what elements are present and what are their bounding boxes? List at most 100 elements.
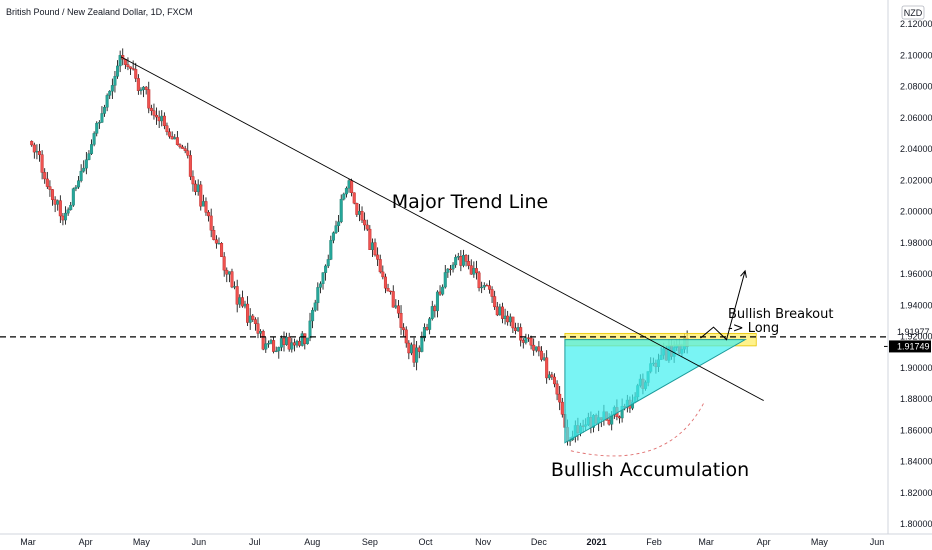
candle — [305, 337, 309, 345]
candle — [342, 192, 346, 201]
candle — [191, 170, 195, 192]
y-tick-label: 1.94000 — [900, 300, 932, 310]
candle — [415, 340, 419, 371]
candle — [506, 310, 510, 326]
candle — [357, 203, 361, 222]
candle — [529, 335, 533, 350]
candle — [376, 247, 380, 266]
candle — [337, 215, 341, 232]
candle — [92, 131, 96, 147]
candle — [331, 231, 335, 244]
candle — [45, 171, 49, 189]
x-tick-label: 2021 — [586, 537, 606, 547]
currency-badge: NZD — [901, 5, 925, 20]
candle — [64, 206, 68, 225]
candle — [344, 186, 348, 198]
y-tick-label: 1.92000 — [900, 332, 932, 342]
candle — [412, 337, 416, 368]
candle — [253, 317, 257, 331]
candle — [251, 313, 255, 323]
candle — [123, 58, 127, 70]
candle — [97, 120, 101, 129]
candle — [204, 197, 208, 216]
candle — [71, 187, 75, 207]
candle — [430, 300, 434, 321]
candle — [183, 145, 187, 154]
y-tick-label: 1.80000 — [900, 519, 932, 529]
candle — [272, 337, 276, 354]
candle — [495, 302, 499, 317]
candle — [134, 62, 138, 83]
candle — [386, 283, 390, 292]
candle — [513, 322, 517, 335]
candle — [227, 271, 231, 283]
candle — [300, 331, 304, 347]
candle — [285, 332, 289, 346]
candle — [53, 196, 57, 213]
x-tick-label: Feb — [646, 537, 662, 547]
x-tick-label: Nov — [475, 537, 492, 547]
candle — [451, 262, 455, 273]
candle — [461, 249, 465, 268]
candle — [295, 339, 299, 348]
candle — [136, 74, 140, 95]
candle — [147, 81, 151, 114]
candle — [477, 270, 481, 292]
accumulation-label: Bullish Accumulation — [551, 459, 749, 481]
y-tick-label: 2.04000 — [900, 144, 932, 154]
candle — [144, 86, 148, 95]
candle — [256, 317, 260, 339]
candle — [329, 235, 333, 261]
candle — [547, 371, 551, 381]
breakout-projection — [700, 270, 746, 341]
candle — [82, 160, 86, 173]
candle — [162, 112, 166, 130]
trend-line-label: Major Trend Line — [392, 191, 548, 213]
candle — [428, 317, 432, 335]
candle — [194, 180, 198, 196]
candle — [222, 252, 226, 277]
candle — [142, 86, 146, 98]
candle — [524, 333, 528, 345]
candle — [537, 341, 541, 357]
x-axis: Mar Apr May Jun Jul Aug Sep Oct Nov Dec 2021 Feb Mar… — [0, 533, 932, 547]
candle — [490, 286, 494, 303]
breakout-label: Bullish Breakout — [728, 307, 833, 322]
candle — [292, 338, 296, 352]
candle — [131, 60, 135, 71]
candle — [110, 78, 114, 100]
candle — [199, 181, 203, 211]
candle — [103, 104, 107, 117]
candle — [118, 50, 122, 73]
candle — [201, 194, 205, 207]
y-tick-label: 1.86000 — [900, 425, 932, 435]
x-tick-label: Jun — [192, 537, 207, 547]
candle — [534, 346, 538, 353]
candle — [516, 322, 520, 333]
y-axis: 2.12000 2.10000 2.08000 2.06000 2.04000 2.020… — [887, 0, 932, 534]
y-tick-label: 1.98000 — [900, 238, 932, 248]
candle — [498, 303, 502, 316]
y-tick-label: 2.06000 — [900, 113, 932, 123]
x-tick-label: Mar — [20, 537, 36, 547]
candle — [248, 308, 252, 330]
candle — [165, 122, 169, 136]
current-price-label: 1.91749 — [897, 341, 930, 351]
x-tick-label: Apr — [79, 537, 93, 547]
candle — [545, 350, 549, 384]
candle — [173, 134, 177, 140]
candle — [30, 140, 34, 147]
x-tick-label: Oct — [419, 537, 434, 547]
candle — [521, 338, 525, 349]
candle — [116, 60, 120, 79]
candle — [279, 335, 283, 352]
candle — [485, 283, 489, 287]
candle — [396, 299, 400, 319]
candle — [334, 220, 338, 235]
candle — [277, 346, 281, 359]
candle — [532, 338, 536, 356]
candle — [155, 107, 159, 125]
candle — [84, 152, 88, 175]
candle — [318, 281, 322, 294]
